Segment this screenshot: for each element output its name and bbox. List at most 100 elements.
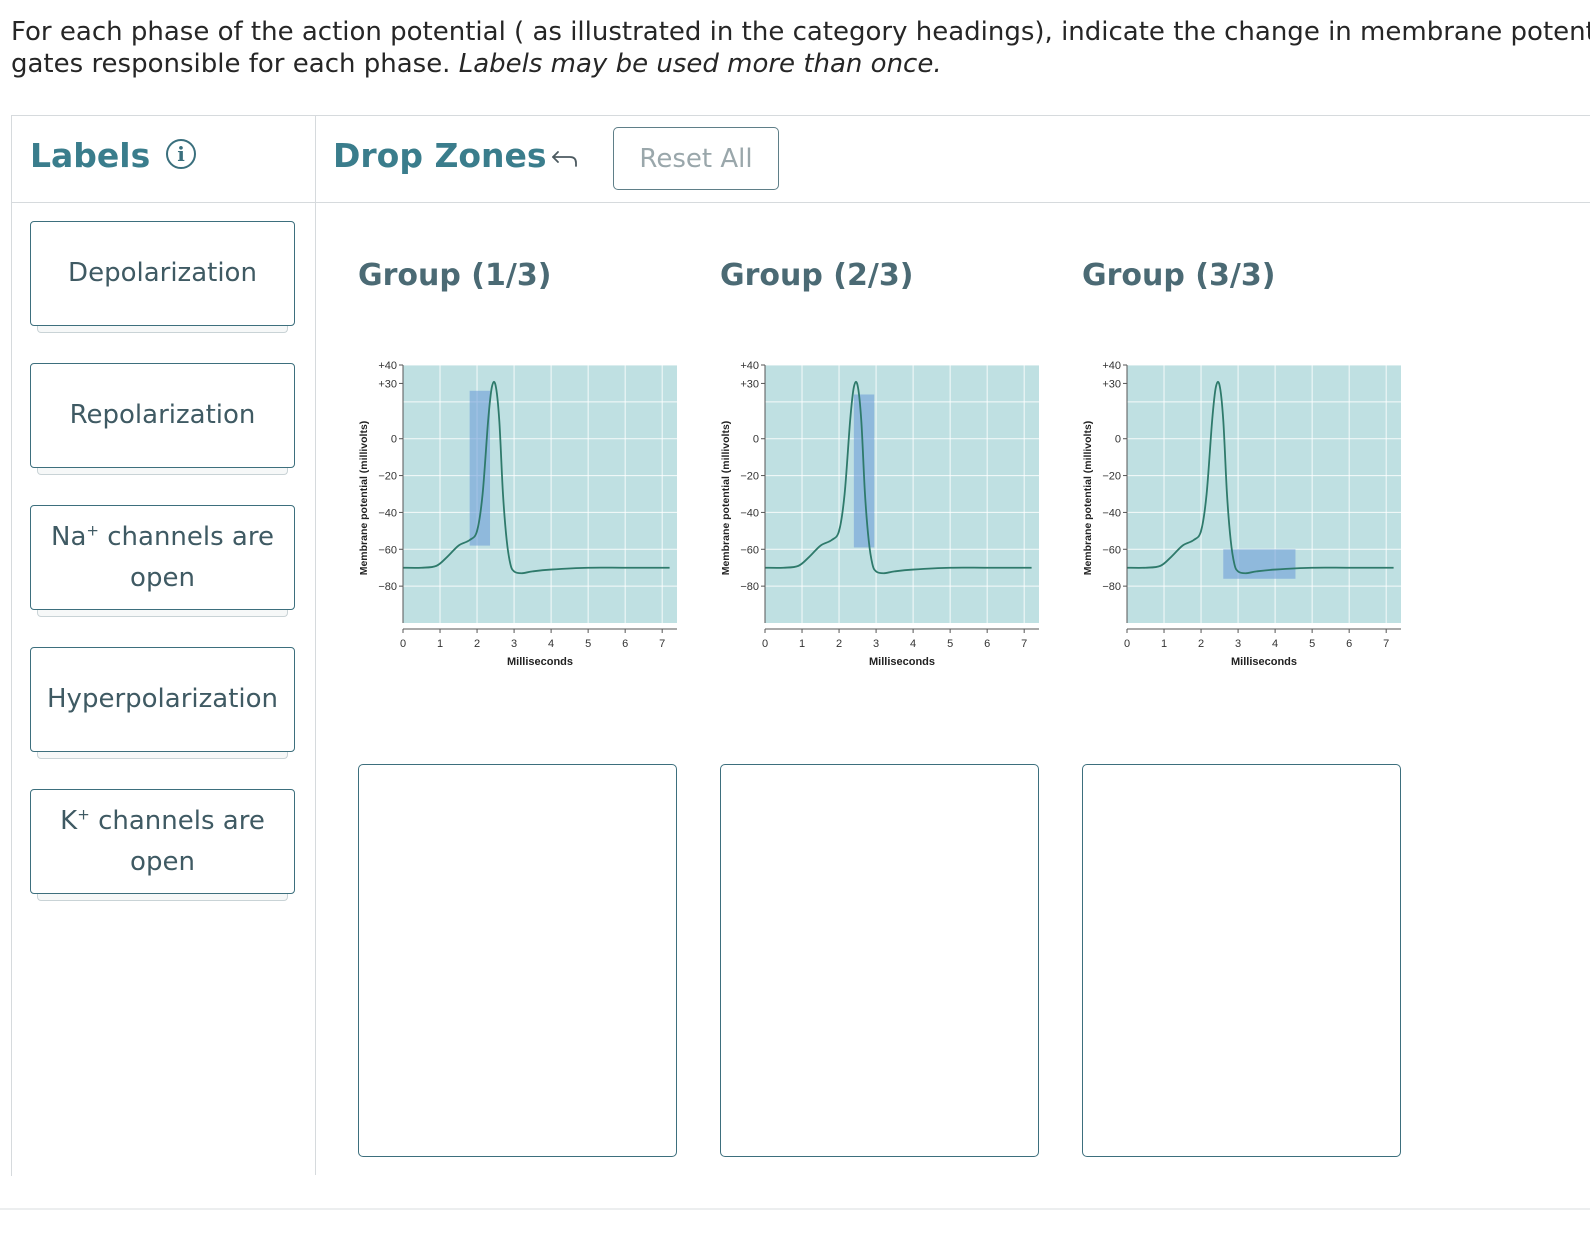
y-tick-label: 0 bbox=[1115, 434, 1121, 446]
card-stack-edge bbox=[37, 894, 288, 901]
x-axis-label: Milliseconds bbox=[869, 656, 935, 665]
y-tick-label: −20 bbox=[740, 471, 759, 483]
y-tick-label: −80 bbox=[378, 581, 397, 593]
x-tick-label: 2 bbox=[1198, 638, 1204, 650]
x-tick-label: 3 bbox=[1235, 638, 1241, 650]
ion-charge: + bbox=[77, 804, 90, 823]
x-tick-label: 7 bbox=[1383, 638, 1389, 650]
group-2-drop-zone[interactable] bbox=[720, 764, 1039, 1157]
group-1-drop-zone[interactable] bbox=[358, 764, 677, 1157]
x-tick-label: 3 bbox=[511, 638, 517, 650]
x-tick-label: 6 bbox=[984, 638, 990, 650]
ion-charge: + bbox=[86, 520, 99, 539]
membrane-potential-trace bbox=[402, 380, 670, 575]
label-line-1: channels are bbox=[89, 805, 265, 836]
ion-symbol: Na bbox=[51, 521, 87, 552]
label-card-na-channels-open[interactable]: Na+ channels are open bbox=[30, 505, 295, 610]
group-2-title: Group (2/3) bbox=[720, 258, 914, 293]
group-2-chart: +40 +30 0 −20 −40 −60 −80 0 1 2 3 4 5 6 7 Milliseconds M… bbox=[720, 360, 1039, 665]
x-tick-label: 0 bbox=[762, 638, 768, 650]
question-prompt: For each phase of the action potential (… bbox=[11, 16, 1590, 80]
info-icon[interactable]: i bbox=[166, 139, 196, 169]
activity-frame bbox=[11, 115, 1590, 1176]
y-tick-label: −80 bbox=[1102, 581, 1121, 593]
prompt-line-1: For each phase of the action potential (… bbox=[11, 17, 1590, 47]
label-line-1: channels are bbox=[98, 521, 274, 552]
card-stack-edge bbox=[37, 468, 288, 475]
y-tick-label: 0 bbox=[391, 434, 397, 446]
drop-zones-title: Drop Zones bbox=[333, 136, 547, 175]
card-stack-edge bbox=[37, 326, 288, 333]
y-tick-label: +30 bbox=[378, 378, 397, 390]
y-tick-label: +40 bbox=[378, 360, 397, 372]
label-text: Repolarization bbox=[69, 400, 256, 430]
label-text: Na+ channels are open bbox=[51, 517, 274, 599]
x-tick-label: 5 bbox=[1309, 638, 1315, 650]
y-tick-label: +30 bbox=[740, 378, 759, 390]
x-tick-label: 4 bbox=[910, 638, 916, 650]
y-tick-label: −20 bbox=[1102, 471, 1121, 483]
x-tick-label: 7 bbox=[659, 638, 665, 650]
x-tick-label: 5 bbox=[947, 638, 953, 650]
prompt-line-2-text: gates responsible for each phase. bbox=[11, 49, 459, 79]
x-axis-label: Milliseconds bbox=[507, 656, 573, 665]
prompt-line-2-italic: Labels may be used more than once. bbox=[458, 49, 942, 79]
y-tick-label: −60 bbox=[740, 544, 759, 556]
y-tick-label: +40 bbox=[1102, 360, 1121, 372]
y-tick-label: +30 bbox=[1102, 378, 1121, 390]
membrane-potential-trace bbox=[1126, 380, 1394, 575]
x-tick-label: 4 bbox=[548, 638, 554, 650]
group-3-title: Group (3/3) bbox=[1082, 258, 1276, 293]
group-1-chart: +40 +30 0 −20 −40 −60 −80 0 1 2 3 4 5 6 7 Milliseconds M… bbox=[358, 360, 677, 665]
plot-background bbox=[1127, 365, 1401, 623]
card-stack-edge bbox=[37, 610, 288, 617]
x-tick-label: 6 bbox=[1346, 638, 1352, 650]
label-line-2: open bbox=[130, 562, 195, 593]
y-axis-label: Membrane potential (millivolts) bbox=[1082, 421, 1094, 576]
y-tick-label: −20 bbox=[378, 471, 397, 483]
x-tick-label: 7 bbox=[1021, 638, 1027, 650]
undo-arrow-icon[interactable] bbox=[550, 145, 580, 171]
reset-all-button[interactable]: Reset All bbox=[613, 127, 779, 190]
y-tick-label: −60 bbox=[1102, 544, 1121, 556]
label-card-hyperpolarization[interactable]: Hyperpolarization bbox=[30, 647, 295, 752]
membrane-potential-trace bbox=[764, 380, 1032, 575]
x-tick-label: 2 bbox=[836, 638, 842, 650]
x-tick-label: 0 bbox=[1124, 638, 1130, 650]
label-card-depolarization[interactable]: Depolarization bbox=[30, 221, 295, 326]
ion-symbol: K bbox=[60, 805, 78, 836]
prompt-line-2: gates responsible for each phase. Labels… bbox=[11, 48, 1590, 80]
x-tick-label: 5 bbox=[585, 638, 591, 650]
group-3-chart: +40 +30 0 −20 −40 −60 −80 0 1 2 3 4 5 6 7 Milliseconds M… bbox=[1082, 360, 1401, 665]
column-divider bbox=[315, 115, 316, 1175]
x-tick-label: 4 bbox=[1272, 638, 1278, 650]
plot-background bbox=[765, 365, 1039, 623]
group-1-title: Group (1/3) bbox=[358, 258, 552, 293]
label-text: Depolarization bbox=[68, 258, 257, 288]
highlight-region bbox=[469, 390, 491, 546]
y-axis-label: Membrane potential (millivolts) bbox=[358, 421, 370, 576]
x-tick-label: 1 bbox=[799, 638, 805, 650]
label-card-repolarization[interactable]: Repolarization bbox=[30, 363, 295, 468]
x-axis-label: Milliseconds bbox=[1231, 656, 1297, 665]
group-3-drop-zone[interactable] bbox=[1082, 764, 1401, 1157]
card-stack-edge bbox=[37, 752, 288, 759]
y-tick-label: +40 bbox=[740, 360, 759, 372]
x-tick-label: 2 bbox=[474, 638, 480, 650]
plot-background bbox=[403, 365, 677, 623]
y-tick-label: −40 bbox=[378, 507, 397, 519]
label-line-2: open bbox=[130, 846, 195, 877]
x-tick-label: 3 bbox=[873, 638, 879, 650]
y-tick-label: −40 bbox=[1102, 507, 1121, 519]
y-tick-label: 0 bbox=[753, 434, 759, 446]
y-tick-label: −80 bbox=[740, 581, 759, 593]
x-tick-label: 1 bbox=[1161, 638, 1167, 650]
x-tick-label: 6 bbox=[622, 638, 628, 650]
y-tick-label: −60 bbox=[378, 544, 397, 556]
header-divider bbox=[11, 202, 1590, 203]
x-tick-label: 1 bbox=[437, 638, 443, 650]
label-text: Hyperpolarization bbox=[47, 684, 278, 714]
label-card-k-channels-open[interactable]: K+ channels are open bbox=[30, 789, 295, 894]
labels-title: Labels bbox=[30, 136, 151, 175]
y-tick-label: −40 bbox=[740, 507, 759, 519]
